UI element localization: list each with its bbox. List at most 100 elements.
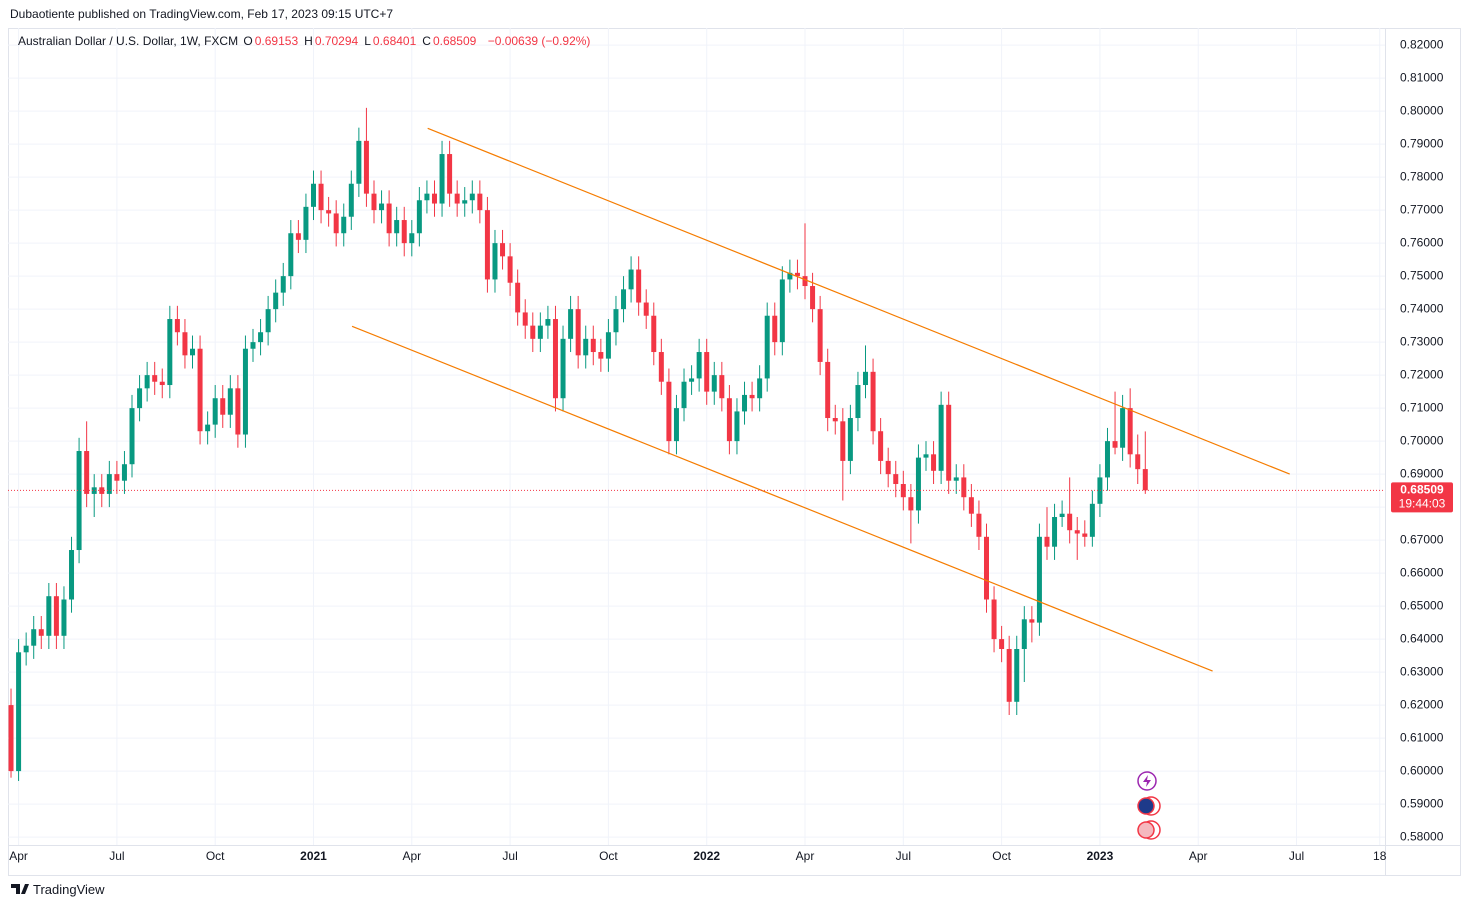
plot: [8, 107, 1385, 781]
candle-body: [341, 216, 347, 234]
candle-body: [394, 220, 400, 234]
event-icons: [1137, 771, 1161, 840]
candle-body: [318, 183, 324, 211]
tv-logo: [11, 884, 29, 894]
candle-body: [84, 451, 90, 494]
candle-body: [794, 272, 800, 277]
candle-body: [326, 210, 332, 214]
candle-body: [477, 193, 483, 211]
candle-body: [961, 477, 967, 498]
ohlc-value: 0.70294: [314, 34, 359, 48]
candle-body: [16, 652, 22, 772]
brand: TradingView: [33, 882, 105, 897]
x-tick-label: Jul: [109, 849, 124, 863]
x-tick-label: Oct: [599, 849, 618, 863]
candle-body: [704, 352, 710, 392]
candle-body: [144, 375, 150, 389]
y-tick-label: 0.69000: [1400, 466, 1444, 480]
lightning: [1143, 775, 1151, 787]
y-tick-label: 0.71000: [1400, 400, 1444, 414]
candle-body: [386, 203, 392, 234]
y-tick-label: 0.79000: [1400, 136, 1444, 150]
change: −0.00639 (−0.92%): [487, 34, 591, 48]
y-tick-label: 0.65000: [1400, 598, 1444, 612]
candle-body: [205, 424, 211, 432]
candle-body: [598, 352, 604, 359]
y-tick-label: 0.63000: [1400, 664, 1444, 678]
candle-body: [673, 408, 679, 442]
candle-body: [23, 645, 29, 653]
y-tick-label: 0.77000: [1400, 202, 1444, 216]
candle-body: [235, 388, 241, 435]
candle-body: [908, 497, 914, 511]
x-tick-label: Jul: [502, 849, 517, 863]
ohlc-key: L: [364, 34, 371, 48]
x-tick-label: Apr: [1189, 849, 1208, 863]
candle-body: [1021, 619, 1027, 649]
candle-body: [492, 243, 498, 280]
candle-body: [91, 487, 97, 494]
candle-body: [174, 319, 180, 333]
candle-body: [1074, 530, 1080, 534]
candle-body: [288, 233, 294, 277]
candle-body: [197, 348, 203, 432]
logo-shape: [11, 884, 29, 894]
candle-body: [61, 599, 67, 636]
candle-body: [983, 536, 989, 600]
y-tick-label: 0.59000: [1400, 796, 1444, 810]
y-tick-label: 0.66000: [1400, 565, 1444, 579]
candle-body: [220, 398, 226, 415]
candle-body: [643, 302, 649, 316]
candle-body: [295, 233, 301, 240]
candle-body: [749, 394, 755, 399]
candle-body: [409, 233, 415, 244]
grid: [8, 28, 1385, 845]
candle-body: [689, 378, 695, 382]
candle-body: [968, 497, 974, 514]
candle-body: [552, 319, 558, 399]
candle-body: [31, 629, 37, 646]
x-tick-label: 2021: [300, 849, 327, 863]
y-tick-label: 0.74000: [1400, 301, 1444, 315]
y-tick-label: 0.82000: [1400, 37, 1444, 51]
candle-body: [802, 276, 808, 287]
candle-body: [825, 361, 831, 419]
candle-body: [182, 332, 188, 356]
candle-body: [303, 206, 309, 240]
candle-body: [500, 243, 506, 257]
candle-body: [333, 213, 339, 234]
candle-body: [121, 464, 127, 481]
candle-body: [560, 338, 566, 399]
candle-body: [416, 200, 422, 234]
candle-body: [666, 381, 672, 442]
candle-body: [575, 309, 581, 356]
candle-body: [273, 292, 279, 310]
y-tick-label: 0.61000: [1400, 730, 1444, 744]
legend: Australian Dollar / U.S. Dollar, 1W, FXC…: [18, 34, 596, 48]
flag-au: [1137, 797, 1155, 815]
candle-body: [764, 315, 770, 379]
x-tick-label: 2023: [1087, 849, 1114, 863]
candle-body: [999, 639, 1005, 649]
candle-body: [424, 193, 430, 201]
candle-body: [628, 269, 634, 290]
candle-body: [1082, 533, 1088, 537]
candle-body: [212, 398, 218, 425]
y-tick-label: 0.73000: [1400, 334, 1444, 348]
candle-body: [363, 140, 369, 194]
y-tick-label: 0.62000: [1400, 697, 1444, 711]
candle-body: [658, 352, 664, 382]
trendline: [351, 325, 1213, 672]
candle-body: [38, 629, 44, 636]
candle-body: [348, 183, 354, 217]
candle-body: [129, 408, 135, 465]
candle-body: [1135, 454, 1141, 470]
candle-body: [568, 309, 574, 339]
candle-body: [280, 276, 286, 293]
ohlc-key: H: [304, 34, 313, 48]
candle-body: [885, 460, 891, 475]
candle-body: [726, 398, 732, 442]
candle-body: [484, 210, 490, 280]
candle-body: [545, 319, 551, 326]
